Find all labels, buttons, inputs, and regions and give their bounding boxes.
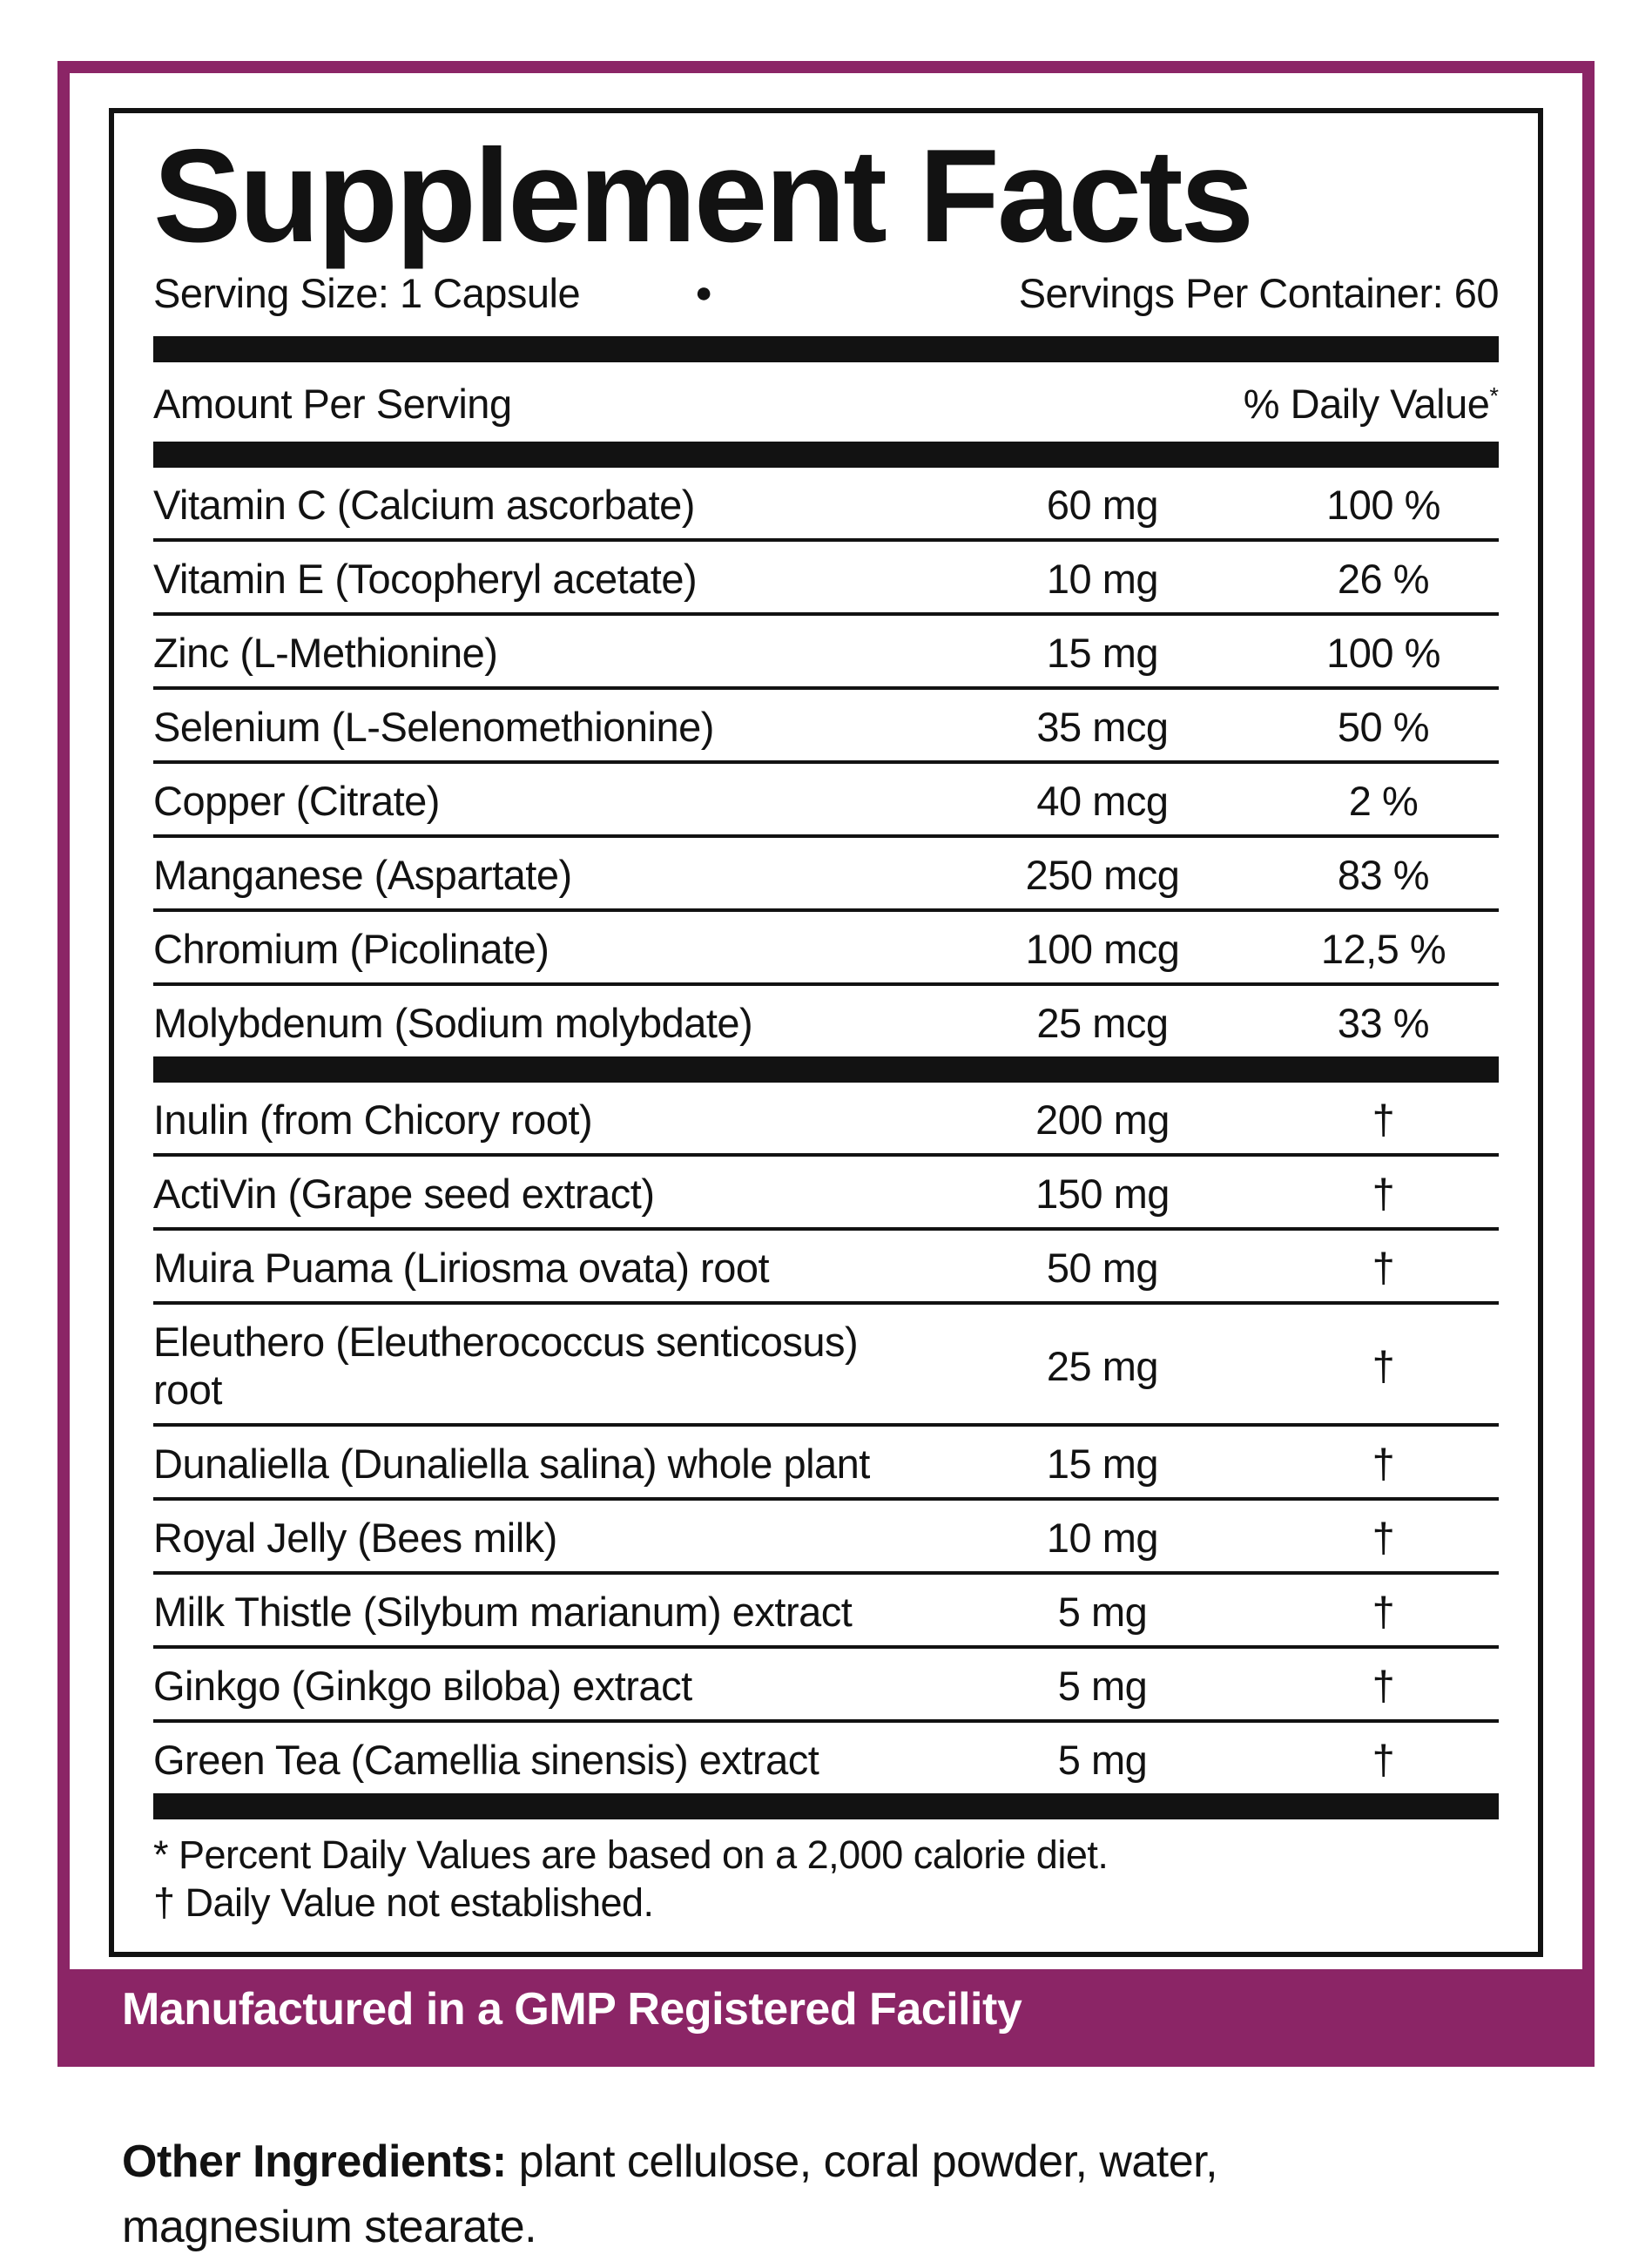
serving-line: Serving Size: 1 Capsule ● Servings Per C… (153, 269, 1500, 317)
ingredient-amount: 150 mg (1035, 1171, 1170, 1218)
ingredient-dv: † (1372, 1589, 1395, 1636)
ingredient-dv: 2 % (1348, 778, 1419, 825)
ingredient-name: Green Tea (Camellia sinensis) extract (153, 1737, 819, 1784)
ingredient-amount: 10 mg (1046, 556, 1159, 603)
ingredient-row: Vitamin C (Calcium ascorbate) 60 mg 100 … (153, 468, 1499, 543)
ingredient-dv: † (1372, 1441, 1395, 1488)
ingredient-amount: 10 mg (1046, 1515, 1159, 1562)
ingredient-dv: 50 % (1337, 704, 1430, 751)
ingredient-amount: 5 mg (1057, 1663, 1148, 1710)
daily-value-header-text: % Daily Value (1243, 381, 1490, 428)
thick-divider-2 (153, 442, 1499, 469)
ingredient-amount: 100 mcg (1025, 926, 1180, 973)
ingredient-dv: † (1372, 1245, 1395, 1292)
ingredient-dv: 83 % (1337, 852, 1430, 899)
ingredient-row: Milk Thistle (Silybum marianum) extract … (153, 1575, 1499, 1650)
ingredient-dv: † (1372, 1737, 1395, 1784)
ingredient-name: Zinc (L-Methionine) (153, 630, 498, 677)
separator-dot: ● (694, 276, 713, 310)
amount-per-serving-header: Amount Per Serving (153, 381, 512, 428)
ingredient-row: Green Tea (Camellia sinensis) extract 5 … (153, 1723, 1499, 1793)
ingredient-amount: 25 mg (1046, 1342, 1159, 1389)
ingredient-dv: 100 % (1326, 630, 1440, 677)
footnotes: * Percent Daily Values are based on a 2,… (153, 1819, 1499, 1943)
ingredient-row: Dunaliella (Dunaliella salina) whole pla… (153, 1427, 1499, 1502)
ingredient-row: Copper (Citrate) 40 mcg 2 % (153, 764, 1499, 839)
ingredient-name: Royal Jelly (Bees milk) (153, 1515, 557, 1562)
ingredient-name: Dunaliella (Dunaliella salina) whole pla… (153, 1441, 870, 1488)
ingredient-dv: † (1372, 1342, 1395, 1389)
thick-divider-1 (153, 336, 1499, 363)
ingredient-dv: † (1372, 1515, 1395, 1562)
ingredient-dv: 33 % (1337, 1000, 1430, 1047)
ingredient-amount: 25 mcg (1036, 1000, 1169, 1047)
ingredient-row: Inulin (from Chicory root) 200 mg † (153, 1083, 1499, 1157)
ingredient-amount: 40 mcg (1036, 778, 1169, 825)
serving-size: Serving Size: 1 Capsule (153, 270, 581, 317)
ingredient-name: Muira Puama (Liriosma ovata) root (153, 1245, 770, 1292)
label-frame-inner: Supplement Facts Serving Size: 1 Capsule… (70, 73, 1582, 1957)
ingredient-amount: 200 mg (1035, 1097, 1170, 1144)
footnote-dagger: † Daily Value not established. (153, 1880, 654, 1925)
ingredient-amount: 60 mg (1046, 482, 1159, 529)
ingredient-dv: † (1372, 1171, 1395, 1218)
ingredient-amount: 35 mcg (1036, 704, 1169, 751)
supplement-facts-panel: Supplement Facts Serving Size: 1 Capsule… (109, 108, 1543, 1957)
ingredient-dv: † (1372, 1663, 1395, 1710)
label-frame: Supplement Facts Serving Size: 1 Capsule… (57, 61, 1595, 2067)
ingredient-dv: 100 % (1326, 482, 1440, 529)
ingredient-row: Zinc (L-Methionine) 15 mg 100 % (153, 616, 1499, 691)
ingredient-row: Vitamin E (Tocopheryl acetate) 10 mg 26 … (153, 542, 1499, 617)
vitamin-mineral-rows: Vitamin C (Calcium ascorbate) 60 mg 100 … (153, 468, 1499, 1056)
ingredient-row: Manganese (Aspartate) 250 mcg 83 % (153, 838, 1499, 913)
thick-divider-4 (153, 1793, 1499, 1820)
ingredient-name: Ginkgo (Ginkgo вiloba) extract (153, 1663, 692, 1710)
gmp-banner: Manufactured in a GMP Registered Facilit… (70, 1968, 1582, 2055)
ingredient-row: Selenium (L-Selenomethionine) 35 mcg 50 … (153, 690, 1499, 765)
ingredient-amount: 15 mg (1046, 1441, 1159, 1488)
ingredient-amount: 5 mg (1057, 1737, 1148, 1784)
ingredient-row: Chromium (Picolinate) 100 mcg 12,5 % (153, 912, 1499, 987)
other-ingredients: Other Ingredients: plant cellulose, cora… (122, 2129, 1411, 2261)
ingredient-row: Eleuthero (Eleutherococcus senticosus) r… (153, 1305, 1499, 1427)
panel-title: Supplement Facts (153, 122, 1254, 270)
ingredient-name: Milk Thistle (Silybum marianum) extract (153, 1589, 853, 1636)
botanical-rows: Inulin (from Chicory root) 200 mg † Acti… (153, 1083, 1499, 1793)
ingredient-name: ActiVin (Grape seed extract) (153, 1171, 655, 1218)
ingredient-row: Muira Puama (Liriosma ovata) root 50 mg … (153, 1231, 1499, 1306)
ingredient-row: ActiVin (Grape seed extract) 150 mg † (153, 1157, 1499, 1232)
ingredient-dv: 26 % (1337, 556, 1430, 603)
ingredient-name: Molybdenum (Sodium molybdate) (153, 1000, 753, 1047)
other-ingredients-label: Other Ingredients: (122, 2136, 507, 2187)
servings-per-container: Servings Per Container: 60 (1018, 270, 1500, 317)
ingredient-name: Manganese (Aspartate) (153, 852, 572, 899)
ingredient-name: Eleuthero (Eleutherococcus senticosus) r… (153, 1319, 859, 1414)
ingredient-row: Royal Jelly (Bees milk) 10 mg † (153, 1501, 1499, 1576)
ingredient-amount: 5 mg (1057, 1589, 1148, 1636)
ingredient-dv: 12,5 % (1320, 926, 1446, 973)
ingredient-row: Molybdenum (Sodium molybdate) 25 mcg 33 … (153, 986, 1499, 1056)
ingredient-name: Vitamin C (Calcium ascorbate) (153, 482, 695, 529)
ingredient-name: Copper (Citrate) (153, 778, 440, 825)
ingredient-amount: 50 mg (1046, 1245, 1159, 1292)
ingredient-amount: 250 mcg (1025, 852, 1180, 899)
footnote-daily-values: * Percent Daily Values are based on a 2,… (153, 1832, 1109, 1878)
daily-value-header: % Daily Value* (1244, 380, 1499, 428)
ingredient-amount: 15 mg (1046, 630, 1159, 677)
table-header: Amount Per Serving % Daily Value* (153, 362, 1499, 442)
ingredient-name: Inulin (from Chicory root) (153, 1097, 593, 1144)
ingredient-dv: † (1372, 1097, 1395, 1144)
daily-value-asterisk: * (1489, 381, 1499, 409)
thick-divider-3 (153, 1056, 1499, 1083)
ingredient-name: Vitamin E (Tocopheryl acetate) (153, 556, 698, 603)
ingredient-name: Selenium (L-Selenomethionine) (153, 704, 714, 751)
ingredient-name: Chromium (Picolinate) (153, 926, 550, 973)
ingredient-row: Ginkgo (Ginkgo вiloba) extract 5 mg † (153, 1649, 1499, 1724)
